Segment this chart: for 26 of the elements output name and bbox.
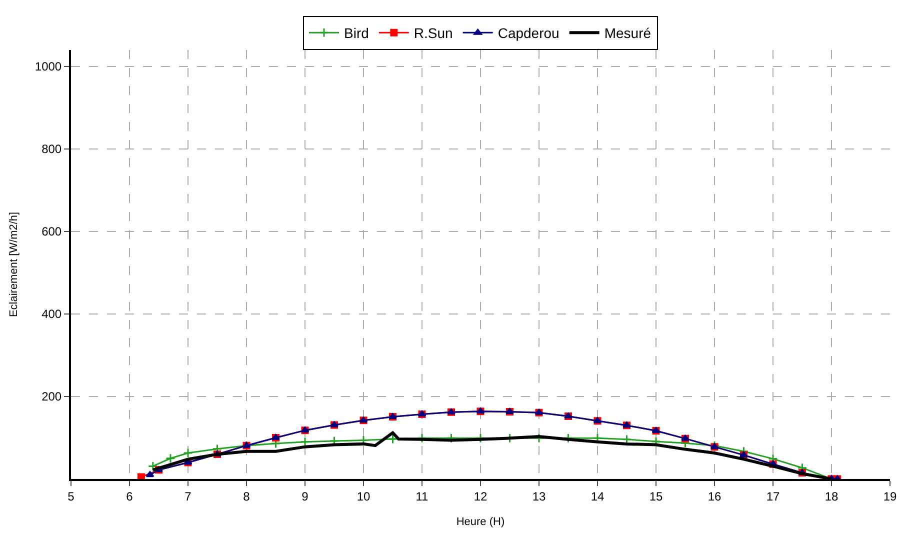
y-axis-title: Eclairement [W/m2/h] [8,212,20,318]
x-tick-label: 18 [824,489,838,504]
x-axis-title: Heure (H) [456,516,505,528]
y-tick-label: 800 [42,142,62,156]
x-tick-label: 8 [243,489,250,504]
legend-label: Capderou [498,25,560,42]
x-tick-label: 16 [708,489,722,504]
x-tick-label: 10 [356,489,370,504]
x-tick-label: 6 [126,489,134,504]
legend-label: Bird [344,25,369,42]
x-tick-label: 17 [766,489,780,504]
x-tick-label: 13 [532,489,546,504]
y-tick-label: 200 [42,390,62,404]
y-tick-label: 400 [42,307,62,322]
legend-label: Mesuré [604,25,652,42]
x-tick-label: 7 [184,489,192,504]
x-tick-label: 11 [416,489,429,504]
y-tick-label: 1000 [34,60,62,74]
x-tick-label: 9 [302,489,309,504]
x-tick-label: 19 [883,489,897,504]
x-tick-label: 12 [474,489,488,504]
x-tick-label: 15 [649,489,663,504]
x-tick-label: 14 [590,489,604,504]
x-tick-label: 5 [68,489,75,504]
y-tick-label: 600 [42,224,62,239]
legend-label: R.Sun [414,25,453,42]
